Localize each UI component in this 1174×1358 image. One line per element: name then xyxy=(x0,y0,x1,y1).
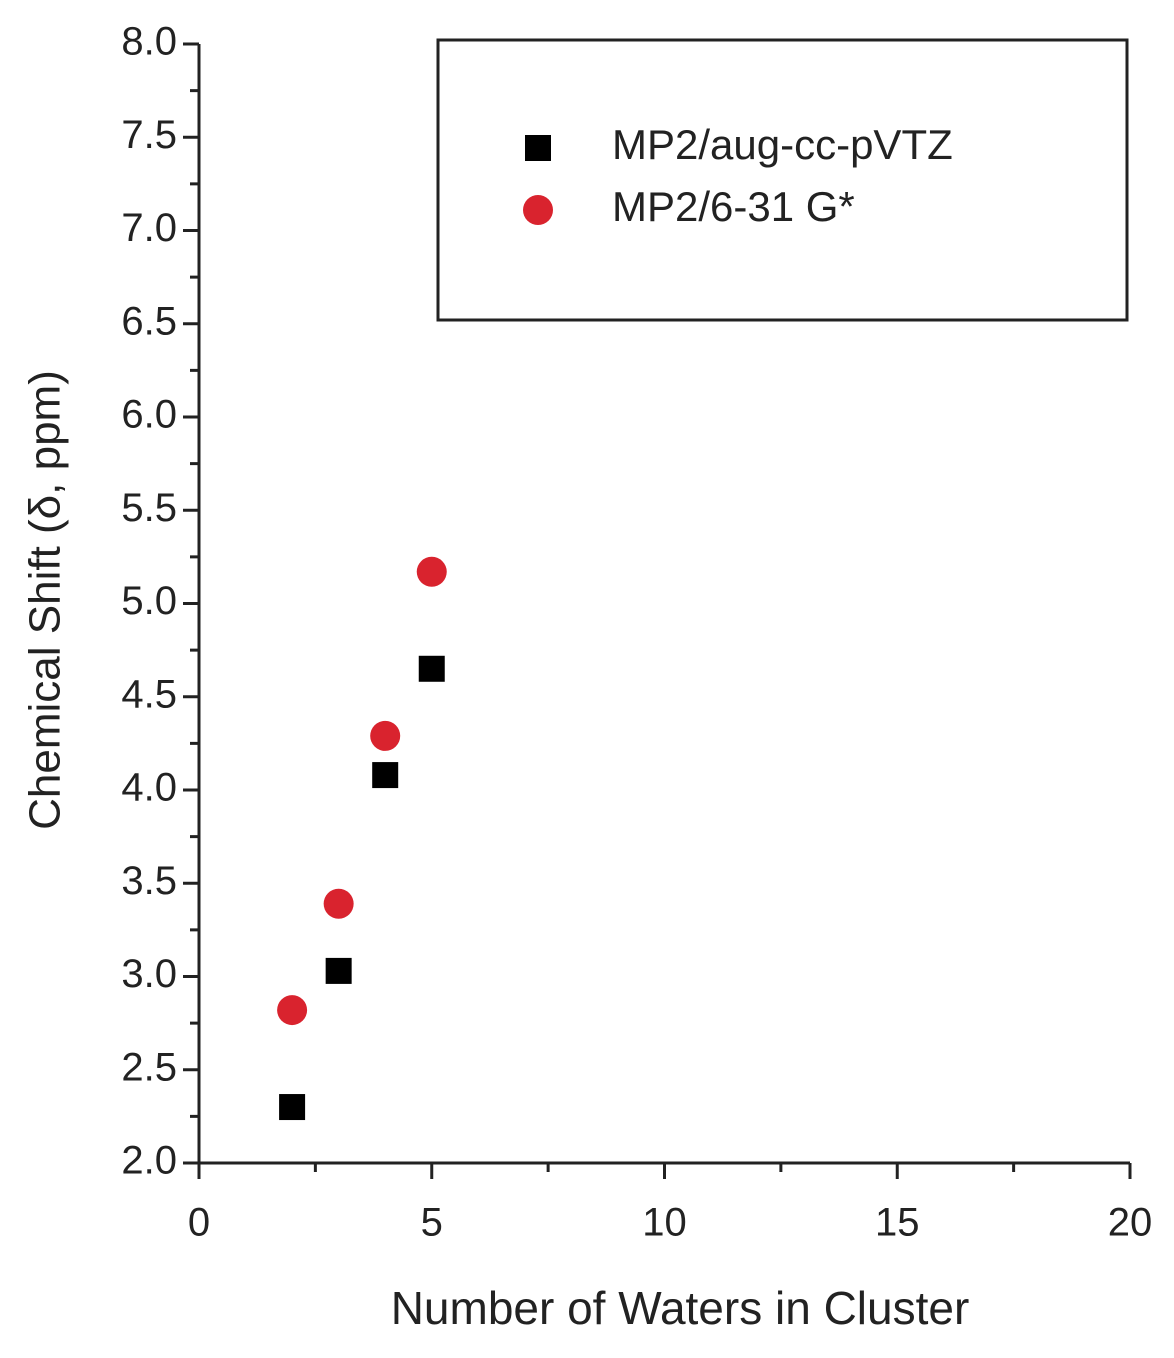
y-tick-label: 7.0 xyxy=(121,206,177,250)
x-tick-label: 10 xyxy=(642,1201,687,1245)
y-tick-label: 4.0 xyxy=(121,766,177,810)
y-tick-label: 3.0 xyxy=(121,952,177,996)
data-point xyxy=(416,556,447,587)
y-tick-label: 5.0 xyxy=(121,579,177,623)
data-point xyxy=(279,1094,306,1121)
x-tick-label: 5 xyxy=(421,1201,443,1245)
y-tick-label: 6.0 xyxy=(121,393,177,437)
legend-label: MP2/6-31 G* xyxy=(612,183,855,230)
y-tick-label: 8.0 xyxy=(121,20,177,64)
x-tick-label: 15 xyxy=(875,1201,920,1245)
legend-box xyxy=(436,38,1129,322)
legend-marker xyxy=(525,135,551,161)
y-tick-label: 4.5 xyxy=(121,672,177,716)
y-tick-label: 3.5 xyxy=(121,859,177,903)
y-tick-label: 5.5 xyxy=(121,486,177,530)
data-point xyxy=(370,720,401,751)
data-point xyxy=(418,655,445,682)
legend-marker xyxy=(523,195,553,225)
legend-label: MP2/aug-cc-pVTZ xyxy=(612,121,953,168)
x-axis-label: Number of Waters in Cluster xyxy=(391,1282,970,1334)
y-axis-label: Chemical Shift (δ, ppm) xyxy=(21,370,70,830)
data-point xyxy=(325,957,352,984)
y-tick-label: 2.5 xyxy=(121,1045,177,1089)
y-tick-label: 7.5 xyxy=(121,113,177,157)
x-tick-label: 0 xyxy=(188,1201,210,1245)
data-point xyxy=(372,762,399,789)
data-point xyxy=(323,888,354,919)
y-tick-label: 6.5 xyxy=(121,299,177,343)
data-point xyxy=(277,995,308,1026)
x-tick-label: 20 xyxy=(1108,1201,1153,1245)
y-tick-label: 2.0 xyxy=(121,1139,177,1183)
